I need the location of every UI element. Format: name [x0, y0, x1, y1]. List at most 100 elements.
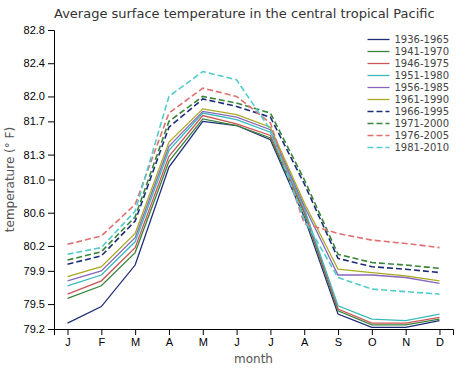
- series-line: [68, 72, 440, 295]
- legend-label: 1956-1985: [394, 82, 449, 93]
- x-tick-label: J: [65, 336, 71, 348]
- y-tick-label: 81.7: [24, 115, 45, 127]
- y-tick-mark: [48, 63, 54, 64]
- x-tick-mark: [338, 329, 339, 335]
- y-tick-mark: [48, 96, 54, 97]
- y-tick: 80.2: [24, 240, 54, 252]
- y-tick-mark: [48, 180, 54, 181]
- lines: [68, 72, 440, 328]
- x-axis-title: month: [234, 352, 273, 366]
- legend-swatch: [367, 39, 389, 40]
- x-tick-mark: [169, 329, 170, 335]
- legend-label: 1951-1980: [394, 70, 449, 81]
- y-tick: 82.0: [24, 90, 54, 102]
- y-tick-label: 80.2: [24, 240, 45, 252]
- legend-label: 1976-2005: [394, 130, 449, 141]
- series-line: [68, 116, 440, 324]
- title: Average surface temperature in the centr…: [54, 6, 435, 21]
- x-tick-label: O: [368, 336, 377, 348]
- legend-label: 1966-1995: [394, 106, 449, 117]
- y-axis-line: [48, 31, 55, 330]
- y-tick-label: 79.2: [24, 323, 45, 335]
- x-tick-mark: [372, 329, 373, 335]
- x-axis-line: [55, 330, 454, 336]
- legend-item: 1971-2000: [367, 118, 449, 129]
- legend-swatch: [367, 147, 389, 149]
- legend-item: 1976-2005: [367, 130, 449, 141]
- x-tick-label: M: [131, 336, 140, 348]
- y-tick-mark: [48, 271, 54, 272]
- x-tick: A: [301, 329, 309, 348]
- x-tick: J: [65, 329, 71, 348]
- y-tick-mark: [48, 121, 54, 122]
- y-axis: 79.2 79.5 79.9 80.2 80.6 81.0 81.3 81.7 82.0 82.4…: [24, 24, 55, 335]
- legend-swatch: [367, 123, 389, 125]
- x-tick-label: S: [335, 336, 342, 348]
- x-tick: D: [436, 329, 444, 348]
- legend-label: 1941-1970: [394, 46, 449, 57]
- x-tick-mark: [203, 329, 204, 335]
- x-tick-label: J: [234, 336, 240, 348]
- legend-item: 1961-1990: [367, 94, 449, 105]
- legend-swatch: [367, 99, 389, 100]
- x-tick-label: F: [98, 336, 105, 348]
- y-tick-label: 82.0: [24, 90, 45, 102]
- x-tick: M: [199, 329, 208, 348]
- y-tick-mark: [48, 246, 54, 247]
- y-tick-label: 81.0: [24, 174, 45, 186]
- y-axis-title: temperature (° F): [3, 127, 17, 232]
- y-tick-label: 82.8: [24, 24, 45, 36]
- y-tick: 82.4: [24, 57, 54, 69]
- x-tick: J: [234, 329, 240, 348]
- y-tick-mark: [48, 213, 54, 214]
- x-axis: JFMAMJJASOND: [55, 329, 454, 348]
- legend-label: 1981-2010: [394, 142, 449, 153]
- x-tick-mark: [439, 329, 440, 335]
- legend-swatch: [367, 51, 389, 52]
- plot: J F M A M J J A S O N D 79.2 79.5 79.9 80.2 80.6 81.0 81.3…: [24, 24, 454, 348]
- legend-swatch: [367, 111, 389, 113]
- y-tick-label: 80.6: [24, 207, 45, 219]
- x-tick-mark: [237, 329, 238, 335]
- legend-label: 1946-1975: [394, 58, 449, 69]
- y-tick-mark: [48, 155, 54, 156]
- legend-label: 1961-1990: [394, 94, 449, 105]
- legend-item: 1956-1985: [367, 82, 449, 93]
- x-tick-label: N: [402, 336, 410, 348]
- y-tick-label: 79.5: [24, 298, 45, 310]
- y-tick: 82.8: [24, 24, 54, 36]
- series-line: [68, 96, 440, 268]
- y-tick: 79.2: [24, 323, 54, 335]
- x-tick-label: M: [199, 336, 208, 348]
- y-tick: 80.6: [24, 207, 54, 219]
- x-tick: M: [131, 329, 140, 348]
- legend-item: 1966-1995: [367, 106, 449, 117]
- x-tick-mark: [406, 329, 407, 335]
- y-tick-label: 82.4: [24, 57, 45, 69]
- x-tick: J: [268, 329, 274, 348]
- y-tick-mark: [48, 304, 54, 305]
- x-tick-mark: [304, 329, 305, 335]
- legend: 1936-19651941-19701946-19751951-19801956…: [367, 34, 449, 153]
- x-tick-mark: [270, 329, 271, 335]
- legend-swatch: [367, 75, 389, 76]
- legend-label: 1936-1965: [394, 34, 449, 45]
- x-tick: O: [368, 329, 377, 348]
- y-tick: 81.0: [24, 174, 54, 186]
- chart: J F M A M J J A S O N D 79.2 79.5 79.9 80.2 80.6 81.0 81.3…: [0, 0, 465, 369]
- x-tick: N: [402, 329, 410, 348]
- x-tick-label: A: [166, 336, 174, 348]
- series-line: [68, 109, 440, 281]
- y-tick: 79.9: [24, 265, 54, 277]
- y-tick-label: 81.3: [24, 149, 45, 161]
- y-tick: 81.3: [24, 149, 54, 161]
- y-tick: 81.7: [24, 115, 54, 127]
- y-tick-mark: [48, 329, 54, 330]
- x-tick: S: [335, 329, 342, 348]
- x-tick-mark: [135, 329, 136, 335]
- series-line: [68, 119, 440, 325]
- legend-item: 1941-1970: [367, 46, 449, 57]
- legend-item: 1936-1965: [367, 34, 449, 45]
- legend-item: 1981-2010: [367, 142, 449, 153]
- y-tick: 79.5: [24, 298, 54, 310]
